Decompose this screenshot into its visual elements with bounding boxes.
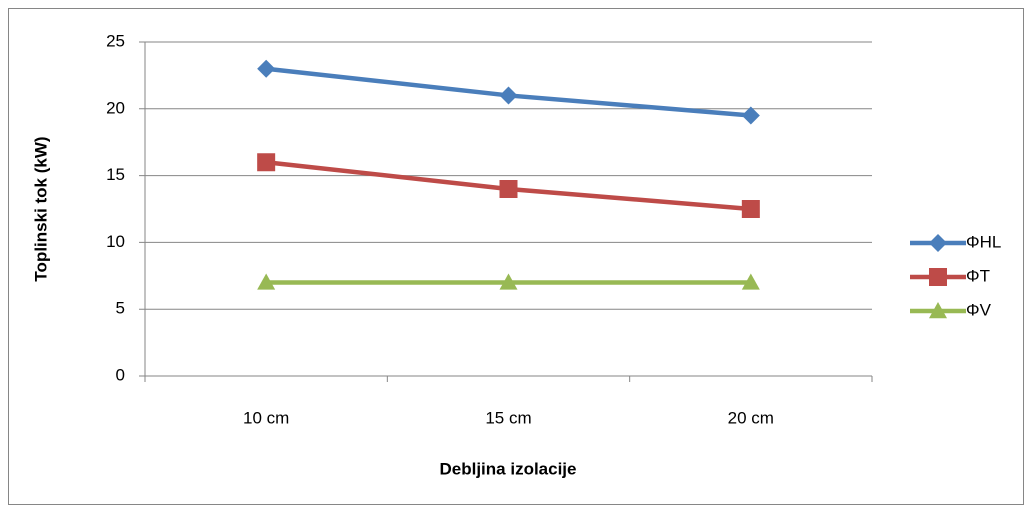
- y-tick-label: 5: [116, 299, 125, 318]
- legend-marker: [929, 234, 947, 252]
- data-point: [257, 59, 276, 78]
- data-point: [257, 153, 276, 172]
- y-axis-title: Toplinski tok (kW): [31, 136, 50, 281]
- data-point: [499, 273, 518, 290]
- x-tick-label: 15 cm: [485, 408, 531, 427]
- chart-border: [8, 8, 1024, 505]
- x-tick-label: 20 cm: [728, 408, 774, 427]
- legend-marker: [929, 302, 947, 319]
- data-point: [257, 273, 276, 290]
- x-tick-label: 10 cm: [243, 408, 289, 427]
- legend-label: ΦHL: [966, 232, 1001, 251]
- legend-marker: [929, 268, 947, 286]
- x-axis-title: Debljina izolacije: [440, 459, 577, 478]
- y-tick-label: 20: [106, 98, 125, 117]
- legend-label: ΦT: [966, 266, 990, 285]
- data-point: [499, 86, 518, 105]
- data-point: [499, 179, 518, 198]
- legend-label: ΦV: [966, 300, 992, 319]
- y-tick-label: 10: [106, 232, 125, 251]
- y-tick-label: 15: [106, 165, 125, 184]
- data-point: [741, 106, 760, 125]
- data-point: [741, 200, 760, 218]
- y-tick-label: 25: [106, 31, 125, 50]
- data-point: [741, 273, 760, 290]
- y-tick-label: 0: [116, 365, 125, 384]
